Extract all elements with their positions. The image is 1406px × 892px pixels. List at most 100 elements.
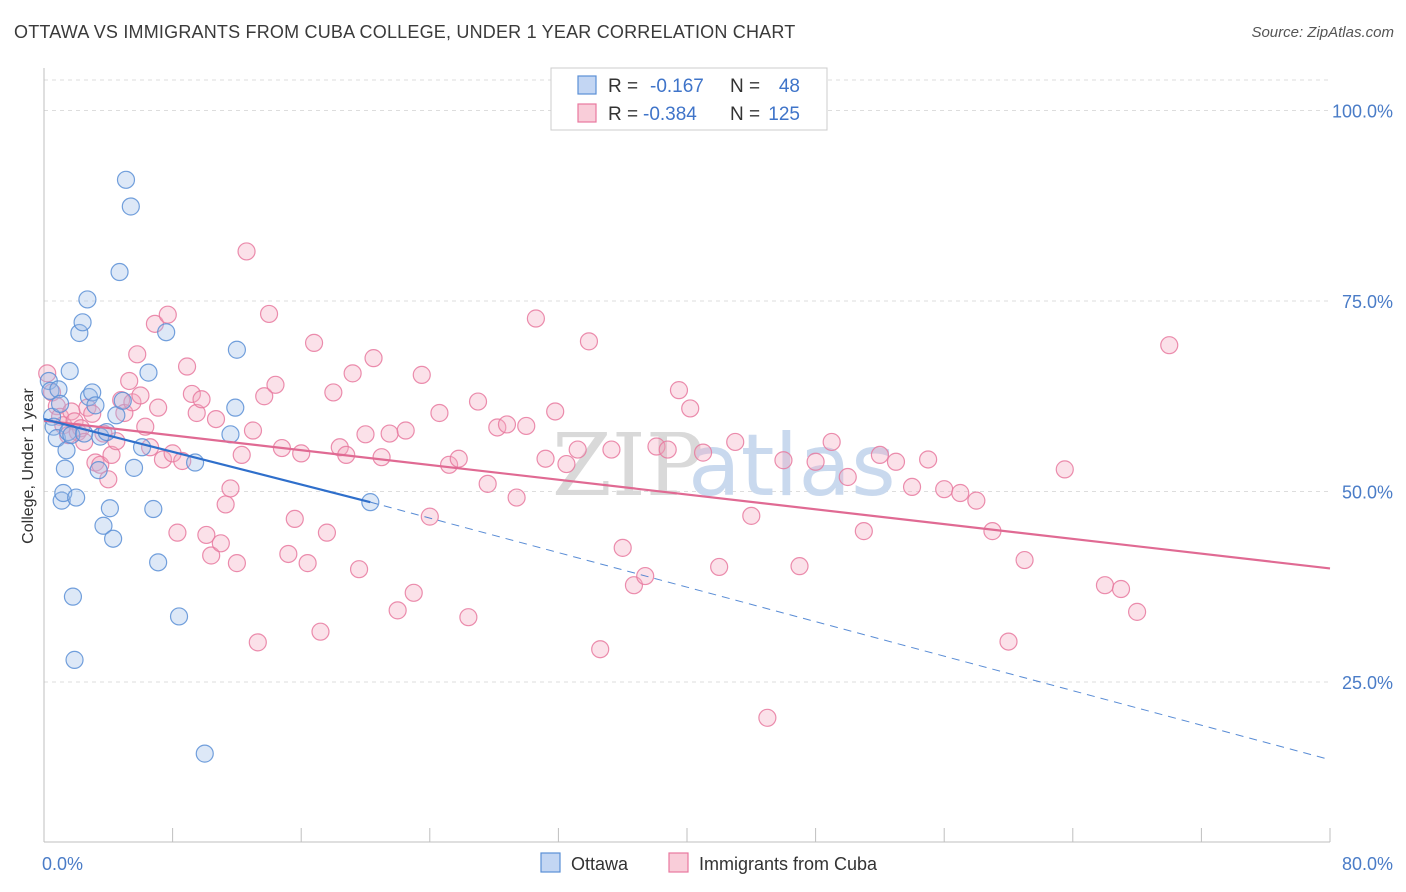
cuba-point [967,491,986,510]
ottawa-point [104,529,123,548]
cuba-point [999,632,1018,651]
series-ottawa-points [39,170,380,763]
trend-lines [43,418,1331,761]
cuba-point [153,450,173,469]
ottawa-point [121,197,140,216]
y-tick-label: 25.0% [1342,673,1393,693]
legend-n-label-ottawa: N = [730,76,760,97]
cuba-point [726,432,745,452]
legend-n-value-ottawa: 48 [779,76,800,97]
cuba-point [128,345,147,364]
ottawa-point [49,380,68,399]
cuba-point [497,415,517,434]
source-label: Source: ZipAtlas.com [1251,24,1394,41]
ottawa-point [50,394,70,413]
ottawa-point [65,650,84,669]
cuba-point [317,523,337,542]
cuba-point [546,402,565,421]
cuba-point [647,437,666,456]
ottawa-point [55,459,74,478]
ottawa-point [57,441,76,460]
ottawa-trend-line [43,418,371,504]
ottawa-point [94,516,113,535]
cuba-point [285,509,304,529]
cuba-point [168,523,187,542]
ottawa-point [52,491,71,510]
ottawa-point [116,170,136,189]
cuba-point [266,375,285,394]
chart-title: OTTAWA VS IMMIGRANTS FROM CUBA COLLEGE, … [14,22,796,42]
cuba-point [568,440,587,459]
cuba-point [449,449,468,468]
cuba-point [681,399,700,418]
cuba-point [202,546,221,565]
legend-n-label-cuba: N = [730,104,760,125]
ottawa-point [195,744,214,763]
bottom-legend-label-cuba: Immigrants from Cuba [699,854,878,874]
ottawa-point [89,461,108,480]
cuba-point [364,349,383,368]
cuba-point [192,390,211,409]
bottom-legend-label-ottawa: Ottawa [571,854,629,874]
cuba-point [304,333,324,352]
cuba-point [279,544,298,564]
legend-n-value-cuba: 125 [768,104,800,125]
cuba-point [669,381,689,400]
cuba-point [557,454,576,474]
cuba-point [197,525,216,545]
cuba-point [536,449,555,468]
series-cuba-points [38,242,1179,727]
stats-legend: R = -0.167 N = 48 R = -0.384 N = 125 [550,67,828,131]
x-tick-label: 80.0% [1342,854,1393,874]
legend-r-value-cuba: -0.384 [643,104,697,125]
ottawa-point [113,391,132,410]
ottawa-point [144,499,163,519]
cuba-point [349,560,369,579]
ottawa-point [157,323,176,342]
cuba-point [131,386,150,405]
cuba-point [951,483,970,503]
cuba-point [311,622,330,641]
cuba-point [591,640,610,659]
cuba-point [102,445,121,465]
cuba-point [221,479,240,498]
cuba-point [430,403,449,423]
legend-r-label-ottawa: R = [608,76,638,97]
cuba-point [243,421,263,440]
ottawa-point [70,323,89,343]
cuba-point [206,409,226,429]
cuba-point [330,438,349,457]
ottawa-point [63,587,83,606]
series-legend: Ottawa Immigrants from Cuba [540,852,878,874]
cuba-point [1055,460,1074,479]
cuba-point [902,477,922,497]
ottawa-point [47,429,66,448]
ottawa-point [132,438,152,457]
x-tick-labels: 0.0% 80.0% [42,854,1393,874]
bottom-legend-swatch-ottawa [540,852,561,873]
cuba-point [248,633,267,652]
y-tick-label: 100.0% [1332,101,1393,121]
y-tick-label: 50.0% [1342,482,1393,502]
legend-r-label-cuba: R = [608,104,638,125]
cuba-point [658,440,677,459]
ottawa-point [110,262,129,282]
cuba-point [372,448,391,467]
ottawa-point [149,553,168,572]
cuba-point [237,242,256,261]
legend-swatch-cuba [577,103,597,123]
cuba-point [412,365,431,384]
axes [43,68,1331,843]
legend-box [550,67,828,131]
cuba-point [388,601,407,620]
y-axis-label: College, Under 1 year [20,388,37,544]
cuba-point [822,432,841,452]
cuba-point [404,583,423,602]
cuba-point [99,470,118,489]
cuba-point [216,495,235,514]
cuba-point [507,488,526,507]
watermark-zip: ZIP [552,416,704,516]
cuba-point [758,708,777,727]
ottawa-trend-extension [370,501,1331,761]
cuba-point [396,421,415,440]
